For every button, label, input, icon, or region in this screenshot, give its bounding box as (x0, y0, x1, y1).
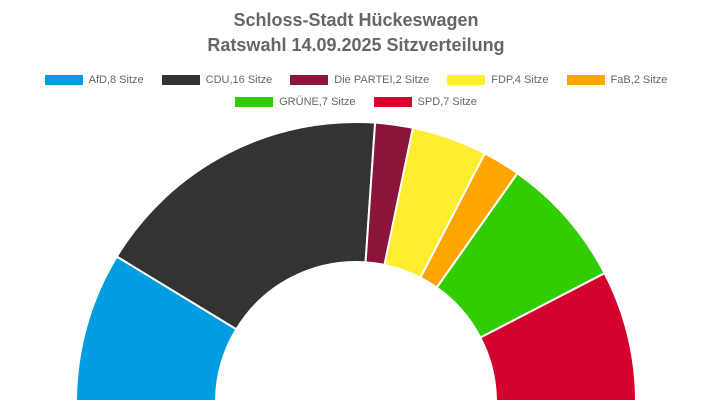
legend-item-fab[interactable]: FaB,2 Sitze (566, 74, 668, 86)
legend-row-2: GRÜNE,7 Sitze SPD,7 Sitze (0, 96, 712, 108)
legend-swatch-fdp (447, 75, 486, 85)
slice-cdu[interactable] (115, 121, 377, 331)
legend-item-fdp[interactable]: FDP,4 Sitze (447, 74, 549, 86)
legend-swatch-die-partei (290, 75, 329, 85)
legend-swatch-gruene (235, 97, 274, 107)
legend-item-gruene[interactable]: GRÜNE,7 Sitze (235, 96, 356, 108)
legend-item-afd[interactable]: AfD,8 Sitze (44, 74, 144, 86)
chart-subtitle: Ratswahl 14.09.2025 Sitzverteilung (207, 35, 505, 55)
legend-label-afd: AfD,8 Sitze (88, 74, 144, 86)
legend-label-gruene: GRÜNE,7 Sitze (279, 96, 356, 108)
legend-label-cdu: CDU,16 Sitze (205, 74, 273, 86)
legend-swatch-spd (373, 97, 412, 107)
legend-item-die-partei[interactable]: Die PARTEI,2 Sitze (290, 74, 429, 86)
legend-swatch-fab (566, 75, 605, 85)
legend-label-spd: SPD,7 Sitze (417, 96, 477, 108)
legend-label-fab: FaB,2 Sitze (610, 74, 668, 86)
legend-swatch-cdu (161, 75, 200, 85)
legend-label-fdp: FDP,4 Sitze (491, 74, 549, 86)
chart-title: Schloss-Stadt Hückeswagen (233, 10, 479, 30)
legend-item-cdu[interactable]: CDU,16 Sitze (161, 74, 273, 86)
slice-spd[interactable] (479, 272, 637, 400)
legend-item-spd[interactable]: SPD,7 Sitze (373, 96, 477, 108)
legend-row-1: AfD,8 Sitze CDU,16 Sitze Die PARTEI,2 Si… (0, 74, 712, 86)
legend-label-die-partei: Die PARTEI,2 Sitze (334, 74, 430, 86)
legend-swatch-afd (44, 75, 83, 85)
